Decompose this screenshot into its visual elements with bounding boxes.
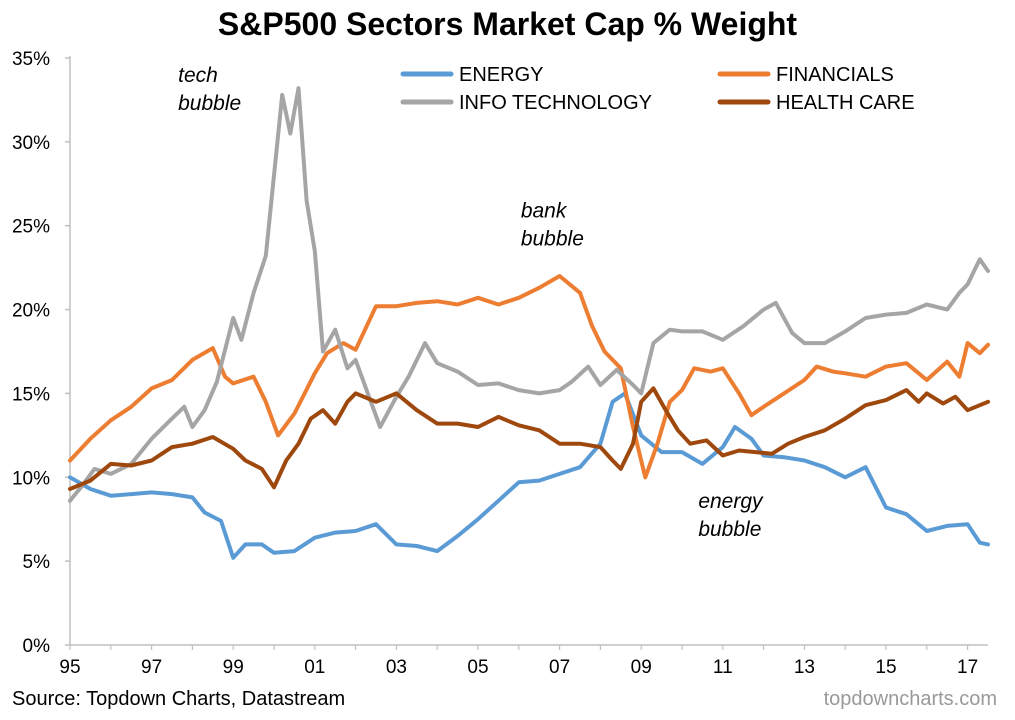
annotations: tech bubble bank bubble energy bubble (178, 64, 764, 541)
y-tick-label: 15% (12, 384, 50, 405)
x-tick-label: 05 (467, 657, 488, 678)
y-tick-label: 10% (12, 468, 50, 489)
annotation-text: bubble (698, 518, 761, 541)
legend-label: FINANCIALS (776, 64, 894, 86)
y-tick-label: 25% (12, 217, 50, 238)
y-tick-label: 5% (23, 552, 51, 573)
x-tick-label: 97 (141, 657, 162, 678)
annotation-text: tech (178, 64, 218, 87)
y-tick-label: 0% (23, 636, 51, 657)
annotation-text: bubble (178, 92, 241, 115)
x-tick-label: 17 (957, 657, 978, 678)
legend-label: HEALTH CARE (776, 92, 915, 114)
series-line-info-technology (68, 86, 990, 503)
x-tick-label: 11 (713, 657, 733, 678)
y-tick-label: 20% (12, 301, 50, 322)
x-tick-label: 95 (59, 657, 80, 678)
y-tick-label: 30% (12, 133, 50, 154)
x-tick-label: 13 (794, 657, 815, 678)
legend: ENERGY FINANCIALS INFO TECHNOLOGY HEALTH CA… (400, 64, 915, 114)
legend-label: ENERGY (459, 64, 543, 86)
legend-label: INFO TECHNOLOGY (459, 92, 652, 114)
x-tick-label: 09 (631, 657, 652, 678)
x-tick-label: 03 (386, 657, 407, 678)
y-axis: 0% 5% 10% 15% 20% 25% 30% 35% (12, 49, 71, 657)
series-line-health-care (68, 386, 990, 491)
source-note: Source: Topdown Charts, Datastream (12, 688, 346, 710)
x-tick-label: 99 (223, 657, 244, 678)
x-axis: 95 97 99 01 03 05 07 09 11 13 15 17 (59, 644, 988, 678)
brand-watermark: topdowncharts.com (823, 688, 997, 710)
chart-title: S&P500 Sectors Market Cap % Weight (217, 6, 798, 42)
series-line-energy (68, 391, 990, 560)
series-layer (68, 86, 990, 560)
x-tick-label: 01 (304, 657, 325, 678)
series-line-financials (68, 274, 990, 480)
annotation-text: energy (698, 490, 764, 513)
y-tick-label: 35% (12, 49, 50, 70)
annotation-text: bank (521, 200, 568, 223)
x-tick-label: 07 (549, 657, 570, 678)
annotation-text: bubble (521, 228, 584, 251)
x-tick-label: 15 (875, 657, 896, 678)
